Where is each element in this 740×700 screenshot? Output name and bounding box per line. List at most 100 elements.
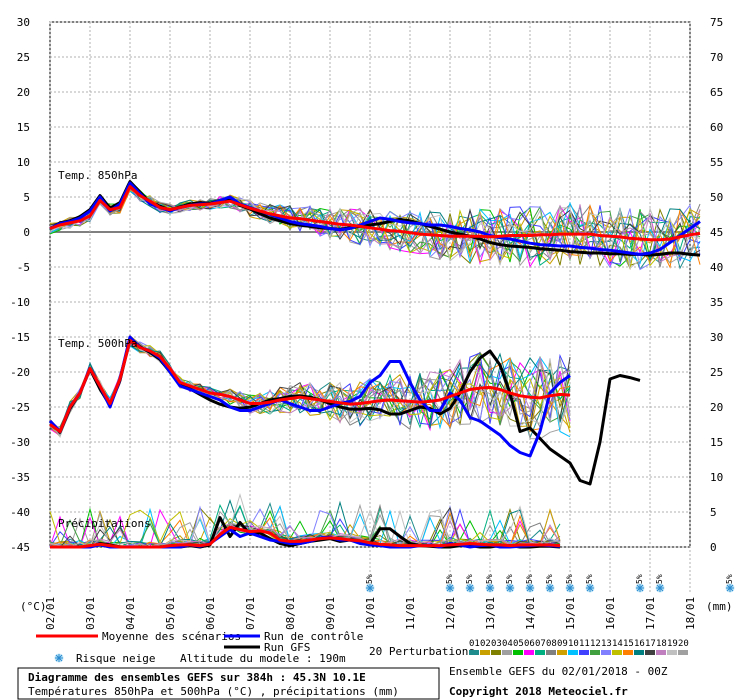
left-tick-label: -35 <box>10 471 30 484</box>
left-axis-ticks: 30 25 20 15 10 5 0 -5 -10 -15 -20 -25 -30 -35 -40 -45 <box>10 16 30 554</box>
footer-ensemble: Ensemble GEFS du 02/01/2018 - 00Z <box>449 665 668 678</box>
perturbation-id: 09 <box>557 639 568 649</box>
snow-icon-flake <box>466 584 474 592</box>
right-tick-label: 55 <box>710 156 723 169</box>
legend-gfs-label: Run GFS <box>264 641 310 654</box>
perturbation-legend: 01 02 03 04 05 06 07 08 09 10 11 12 13 14 15 16 17 18 19 20 <box>469 639 689 655</box>
perturbation-id: 03 <box>491 639 502 649</box>
right-tick-label: 10 <box>710 471 723 484</box>
mean-precip-line <box>50 525 561 549</box>
perturbation-swatch <box>502 650 512 655</box>
right-tick-label: 30 <box>710 331 723 344</box>
mean-t500-line <box>49 339 571 433</box>
perturbation-t500-line <box>49 339 571 436</box>
panel-label-precip: Précipitations <box>58 517 151 530</box>
perturbation-swatch <box>678 650 688 655</box>
right-tick-label: 70 <box>710 51 723 64</box>
left-tick-label: -45 <box>10 541 30 554</box>
perturbation-swatch <box>645 650 655 655</box>
left-tick-label: -25 <box>10 401 30 414</box>
perturbation-swatch <box>469 650 479 655</box>
snow-icon-flake <box>636 584 644 592</box>
snow-percent-label: 5% <box>655 574 664 584</box>
left-tick-label: 0 <box>23 226 30 239</box>
snow-percent-label: 5% <box>485 574 494 584</box>
snow-marker: 5% <box>725 574 735 593</box>
perturbation-swatch <box>656 650 666 655</box>
snow-marker: 5% <box>365 574 375 593</box>
snow-percent-label: 5% <box>365 574 374 584</box>
mean-t850-line <box>49 185 701 242</box>
snow-marker: 5% <box>525 574 535 593</box>
snow-icon-flake <box>486 584 494 592</box>
right-tick-label: 40 <box>710 261 723 274</box>
right-tick-label: 35 <box>710 296 723 309</box>
right-axis-unit: (mm) <box>706 600 733 613</box>
right-tick-label: 0 <box>710 541 717 554</box>
legend-perturbations-label: 20 Perturbations <box>369 645 475 658</box>
perturbation-swatch <box>524 650 534 655</box>
snow-markers: 5%5%5%5%5%5%5%5%5%5%5%5%5%5% <box>365 574 735 593</box>
left-tick-label: 15 <box>17 121 30 134</box>
perturbation-id: 15 <box>623 639 634 649</box>
snow-icon-flake <box>726 584 734 592</box>
x-tick-label: 09/01 <box>324 597 337 630</box>
snow-marker: 5% <box>635 574 645 593</box>
snow-percent-label: 5% <box>465 574 474 584</box>
right-tick-label: 75 <box>710 16 723 29</box>
left-tick-label: -5 <box>17 261 30 274</box>
snow-icon-flake <box>446 584 454 592</box>
x-tick-label: 06/01 <box>204 597 217 630</box>
snow-percent-label: 5% <box>525 574 534 584</box>
perturbation-id: 18 <box>656 639 667 649</box>
perturbation-id: 05 <box>513 639 524 649</box>
perturbation-id: 07 <box>535 639 546 649</box>
x-tick-label: 08/01 <box>284 597 297 630</box>
chart-subtitle: Températures 850hPa et 500hPa (°C) , pré… <box>28 685 399 698</box>
chart-title: Diagramme des ensembles GEFS sur 384h : … <box>28 671 366 684</box>
x-tick-label: 16/01 <box>604 597 617 630</box>
x-tick-label: 05/01 <box>164 597 177 630</box>
right-tick-label: 65 <box>710 86 723 99</box>
perturbation-swatch <box>623 650 633 655</box>
chart-grid <box>49 21 691 592</box>
perturbation-id: 13 <box>601 639 612 649</box>
snow-icon-flake <box>506 584 514 592</box>
snow-percent-label: 5% <box>725 574 734 584</box>
x-tick-label: 07/01 <box>244 597 257 630</box>
perturbation-swatch <box>535 650 545 655</box>
left-axis-unit: (°C) <box>20 600 47 613</box>
perturbation-swatch <box>480 650 490 655</box>
left-tick-label: 30 <box>17 16 30 29</box>
perturbation-swatch <box>579 650 589 655</box>
snow-icon-flake <box>566 584 574 592</box>
left-tick-label: 10 <box>17 156 30 169</box>
left-tick-label: 20 <box>17 86 30 99</box>
perturbation-swatch <box>634 650 644 655</box>
snow-marker: 5% <box>655 574 665 593</box>
perturbation-t850-line <box>49 185 701 265</box>
x-tick-label: 14/01 <box>524 597 537 630</box>
perturbation-id: 10 <box>568 639 579 649</box>
perturbation-id: 01 <box>469 639 480 649</box>
perturbation-id: 19 <box>667 639 678 649</box>
legend-snow-label: Risque neige <box>76 652 155 665</box>
perturbation-id: 06 <box>524 639 535 649</box>
snow-icon-flake <box>526 584 534 592</box>
perturbation-id: 04 <box>502 639 513 649</box>
perturbation-t500-line <box>49 336 571 436</box>
legend-control-label: Run de contrôle <box>264 630 363 643</box>
x-tick-label: 15/01 <box>564 597 577 630</box>
x-tick-label: 18/01 <box>684 597 697 630</box>
left-tick-label: -15 <box>10 331 30 344</box>
x-tick-label: 03/01 <box>84 597 97 630</box>
snow-marker: 5% <box>505 574 515 593</box>
perturbation-swatch <box>557 650 567 655</box>
perturbation-swatch <box>601 650 611 655</box>
snow-percent-label: 5% <box>445 574 454 584</box>
perturbation-t850-line <box>49 183 701 263</box>
snow-icon-flake <box>656 584 664 592</box>
right-tick-label: 5 <box>710 506 717 519</box>
perturbation-id: 14 <box>612 639 623 649</box>
left-tick-label: -30 <box>10 436 30 449</box>
